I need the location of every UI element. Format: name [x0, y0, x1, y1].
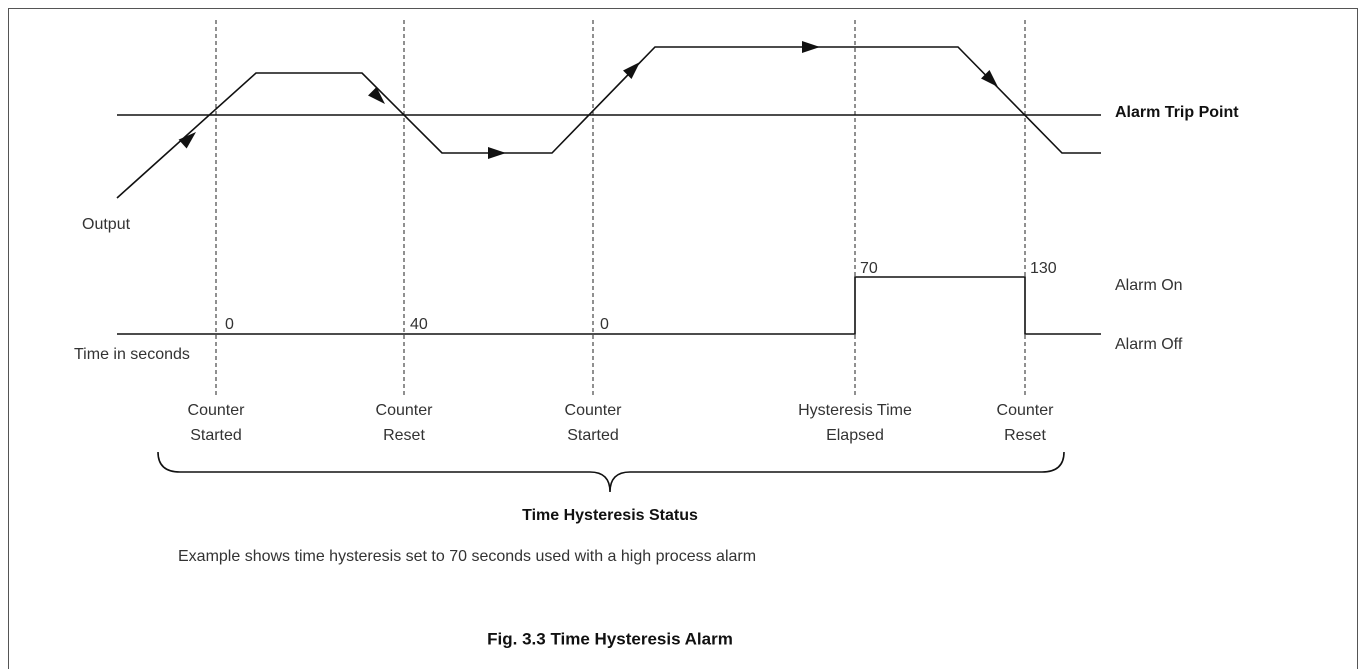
- event-label: Elapsed: [826, 427, 884, 444]
- event-label: Counter: [997, 402, 1055, 419]
- count: 70: [860, 260, 878, 277]
- event-labels: Counter Started Counter Reset Counter St…: [188, 402, 1055, 444]
- event-label: Hysteresis Time: [798, 402, 912, 419]
- caption: Example shows time hysteresis set to 70 …: [178, 548, 756, 565]
- event-label: Started: [190, 427, 242, 444]
- alarm-off-label: Alarm Off: [1115, 336, 1183, 353]
- count: 130: [1030, 260, 1057, 277]
- status-label: Time Hysteresis Status: [522, 507, 698, 524]
- event-label: Started: [567, 427, 619, 444]
- frame: [8, 8, 1358, 669]
- event-label: Reset: [1004, 427, 1046, 444]
- arrows: [178, 41, 998, 159]
- alarm-signal: [117, 276, 1101, 335]
- output-line: [116, 46, 1101, 199]
- count: 0: [600, 316, 609, 333]
- event-label: Counter: [188, 402, 246, 419]
- alarm-on-label: Alarm On: [1115, 277, 1183, 294]
- time-label: Time in seconds: [74, 346, 190, 363]
- event-label: Counter: [565, 402, 623, 419]
- trip-label: Alarm Trip Point: [1115, 104, 1239, 121]
- event-label: Counter: [376, 402, 434, 419]
- brace: [157, 451, 1065, 493]
- event-markers: [215, 20, 1026, 395]
- event-label: Reset: [383, 427, 425, 444]
- count: 0: [225, 316, 234, 333]
- output-label: Output: [82, 216, 131, 233]
- figure-title: Fig. 3.3 Time Hysteresis Alarm: [487, 629, 733, 648]
- count: 40: [410, 316, 428, 333]
